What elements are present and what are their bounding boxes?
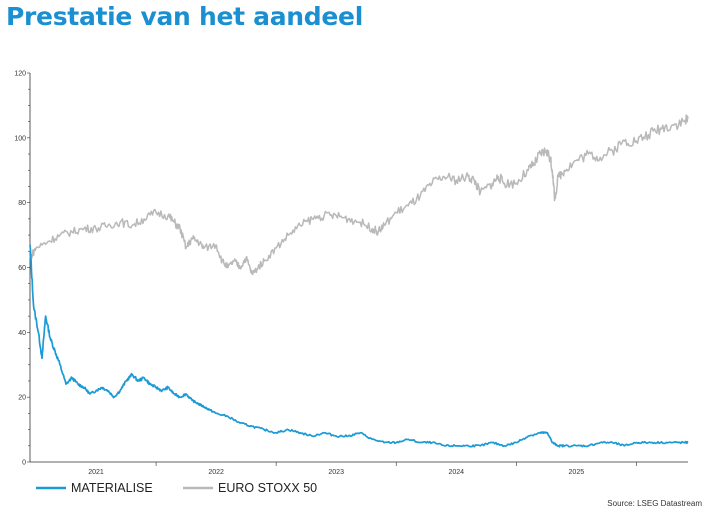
x-tick-label-2023: 2023 [328,469,344,476]
chart-axes: 0 20 40 60 80 100 120 2021 2022 2023 2024 2025 [14,71,688,476]
source-note: Source: LSEG Datastream [607,499,702,508]
y-tick-label: 80 [18,200,26,207]
series-line-eurostoxx [29,114,689,276]
y-tick-label: 0 [22,460,26,467]
x-tick-label-2025: 2025 [569,469,585,476]
y-tick-label: 60 [18,265,26,272]
chart-legend: MATERIALISE EURO STOXX 50 [36,481,317,495]
legend-label-eurostoxx: EURO STOXX 50 [218,481,317,495]
page-title: Prestatie van het aandeel [6,2,363,31]
chart-series [29,114,689,448]
series-line-materialise [29,244,689,448]
y-tick-label: 20 [18,395,26,402]
y-tick-label: 40 [18,330,26,337]
y-tick-label: 100 [14,135,26,142]
x-tick-label-2022: 2022 [208,469,224,476]
x-tick-label-2024: 2024 [448,469,464,476]
x-tick-label-2021: 2021 [88,469,104,476]
legend-label-materialise: MATERIALISE [71,481,153,495]
y-tick-label: 120 [14,71,26,78]
